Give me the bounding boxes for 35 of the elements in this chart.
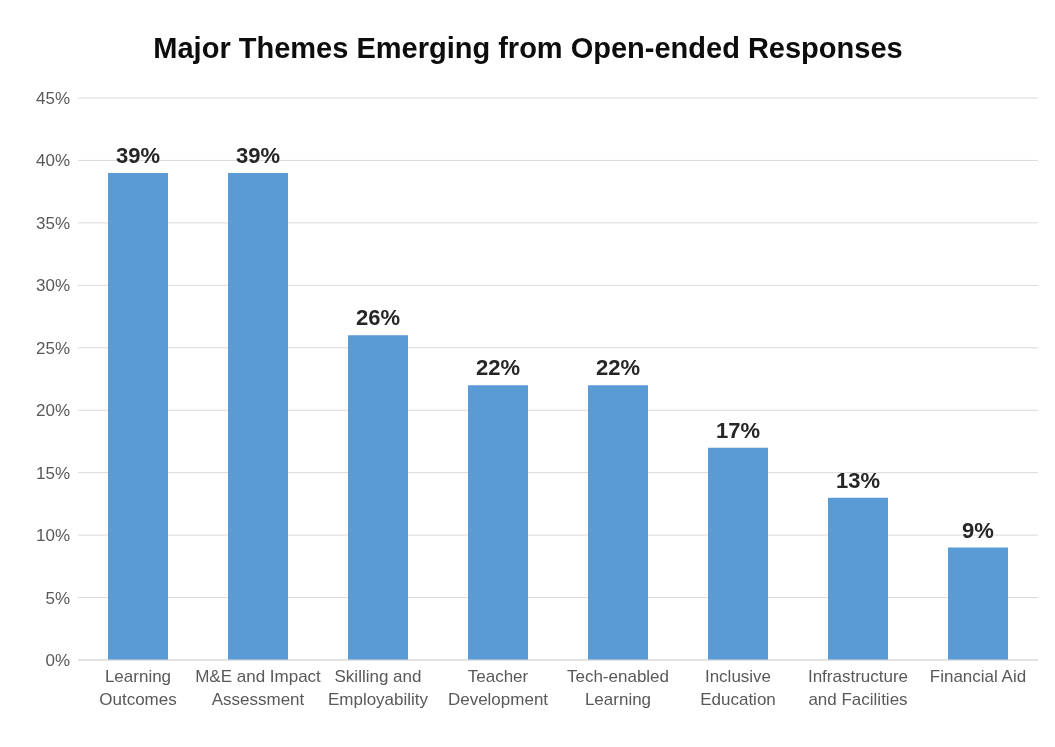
data-label: 22% [595, 355, 641, 381]
data-label: 39% [235, 142, 281, 168]
x-tick-label: Financial Aid [929, 667, 1027, 686]
x-tick-label: Tech-enabled Learning [566, 667, 670, 709]
x-tick-label: Teacher Development [447, 667, 549, 709]
bar [588, 385, 648, 660]
y-tick-label: 25% [35, 338, 70, 358]
x-tick-label: M&E and Impact Assessment [195, 667, 322, 709]
y-tick-label: 45% [35, 89, 70, 109]
bar [108, 172, 168, 660]
y-tick-label: 10% [35, 526, 70, 546]
y-tick-label: 5% [45, 588, 70, 608]
bar [948, 547, 1008, 660]
bar [468, 385, 528, 660]
data-label: 26% [355, 305, 401, 331]
x-tick-label: Learning Outcomes [99, 667, 177, 709]
bar [228, 172, 288, 660]
chart-title: Major Themes Emerging from Open-ended Responses [152, 31, 904, 66]
y-tick-label: 40% [35, 151, 70, 171]
bar [708, 447, 768, 660]
x-tick-label: Inclusive Education [700, 667, 776, 709]
data-label: 17% [715, 417, 761, 443]
bar [348, 335, 408, 660]
y-tick-label: 15% [35, 463, 70, 483]
x-tick-label: Skilling and Employability [327, 667, 429, 709]
y-tick-label: 20% [35, 401, 70, 421]
data-label: 22% [475, 355, 521, 381]
y-tick-label: 0% [45, 651, 70, 671]
data-label: 9% [962, 517, 994, 543]
bar [828, 497, 888, 660]
data-label: 39% [115, 142, 161, 168]
x-tick-label: Infrastructure and Facilities [807, 667, 909, 709]
y-tick-label: 30% [35, 276, 70, 296]
data-label: 13% [835, 467, 881, 493]
y-tick-label: 35% [35, 213, 70, 233]
